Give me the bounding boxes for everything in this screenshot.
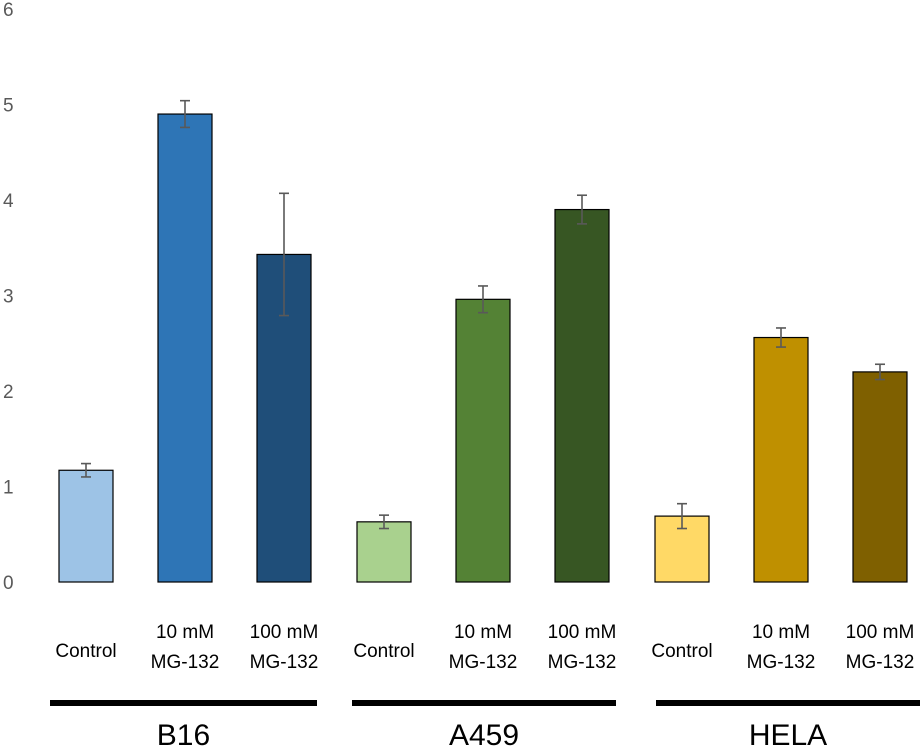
error-bars <box>81 99 885 530</box>
y-tick-label-6: 6 <box>3 0 14 21</box>
bar-hela-3 <box>852 371 908 583</box>
x-axis-labels: Control 10 mM MG-132 100 mM MG-132 Control 10 … <box>55 622 914 673</box>
group-label-b16: B16 <box>157 719 210 746</box>
y-tick-label-1: 1 <box>3 478 14 499</box>
error-bar-a459-1 <box>379 514 389 530</box>
x-label-a459-1: Control <box>353 641 414 662</box>
error-bar-b16-3 <box>279 192 289 317</box>
y-tick-label-4: 4 <box>3 191 14 212</box>
error-bar-a459-2 <box>478 285 488 314</box>
bar-hela-2 <box>753 336 809 583</box>
y-tick-label-5: 5 <box>3 96 14 117</box>
group-label-a459: A459 <box>449 719 519 746</box>
group-label-hela: HELA <box>749 719 827 746</box>
x-label-b16-1: Control <box>55 641 116 662</box>
bar-a459-3 <box>554 208 610 583</box>
group-line-b16 <box>50 700 317 706</box>
error-bar-b16-2 <box>180 99 190 129</box>
bar-a459-2 <box>455 298 511 583</box>
y-tick-label-2: 2 <box>3 382 14 403</box>
y-tick-label-3: 3 <box>3 287 14 308</box>
error-bar-hela-2 <box>776 327 786 348</box>
error-bar-a459-3 <box>577 194 587 225</box>
bar-b16-2 <box>157 113 213 583</box>
x-label-hela-2: 10 mM MG-132 <box>747 622 816 673</box>
x-label-b16-2: 10 mM MG-132 <box>151 622 220 673</box>
group-line-a459 <box>352 700 616 706</box>
error-bar-hela-1 <box>677 502 687 530</box>
group-labels: B16 A459 HELA <box>50 700 920 746</box>
bar-b16-1 <box>58 469 114 583</box>
error-bar-b16-1 <box>81 462 91 478</box>
bars <box>58 113 908 583</box>
x-label-hela-3: 100 mM MG-132 <box>846 622 915 673</box>
bar-a459-1 <box>356 521 412 583</box>
y-tick-label-0: 0 <box>3 573 14 594</box>
group-line-hela <box>656 700 920 706</box>
error-bar-hela-3 <box>875 363 885 381</box>
x-label-hela-1: Control <box>651 641 712 662</box>
x-label-b16-3: 100 mM MG-132 <box>250 622 319 673</box>
y-axis: 0 1 2 3 4 5 6 <box>3 0 14 594</box>
x-label-a459-2: 10 mM MG-132 <box>449 622 518 673</box>
x-label-a459-3: 100 mM MG-132 <box>548 622 617 673</box>
